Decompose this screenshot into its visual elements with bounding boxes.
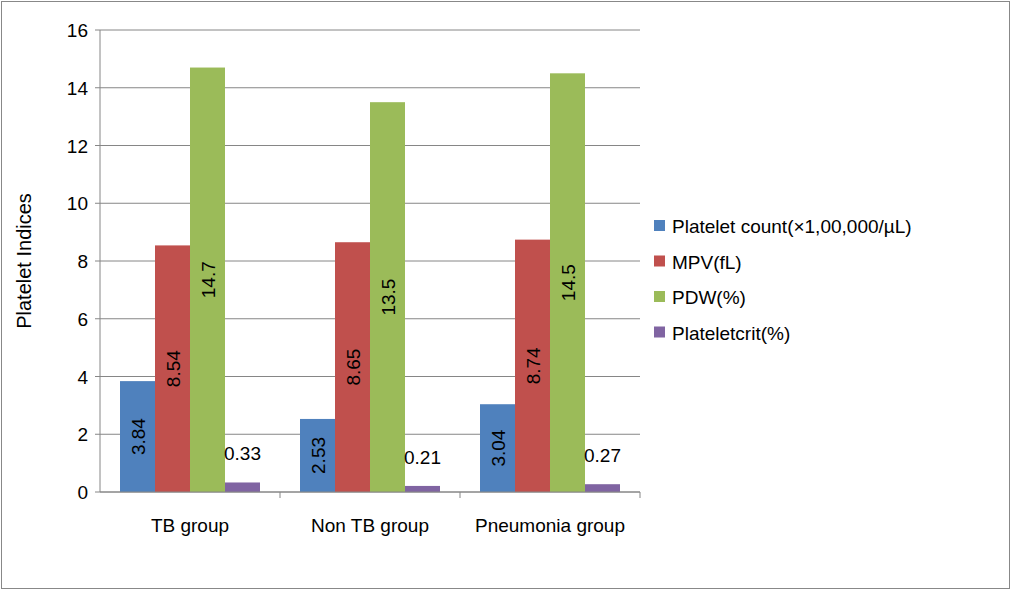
data-label: 8.65 — [343, 349, 364, 386]
bar — [225, 482, 260, 492]
tick — [95, 30, 100, 31]
category-label: Pneumonia group — [475, 515, 625, 536]
tick — [95, 492, 100, 493]
tick-label: 12 — [67, 136, 88, 157]
bar — [405, 486, 440, 492]
tick — [95, 145, 100, 146]
tick-label: 8 — [77, 251, 88, 272]
legend-label: Plateletcrit(%) — [672, 323, 790, 344]
category-tick — [280, 492, 281, 498]
legend-swatch — [654, 220, 665, 231]
legend-label: MPV(fL) — [672, 252, 742, 273]
data-label: 0.33 — [224, 443, 261, 464]
tick-label: 16 — [67, 20, 88, 41]
bar — [550, 73, 585, 492]
bar — [585, 484, 620, 492]
data-label: 14.7 — [198, 261, 219, 298]
tick-label: 10 — [67, 193, 88, 214]
bar — [335, 242, 370, 492]
bar — [120, 381, 155, 492]
category-label: Non TB group — [311, 515, 429, 536]
legend-swatch — [654, 291, 665, 302]
tick-label: 2 — [77, 424, 88, 445]
category-tick — [640, 492, 641, 498]
bar — [515, 240, 550, 492]
bar — [370, 102, 405, 492]
data-label: 0.27 — [584, 445, 621, 466]
bar — [155, 245, 190, 492]
data-label: 13.5 — [378, 279, 399, 316]
tick — [95, 376, 100, 377]
data-label: 8.74 — [523, 347, 544, 384]
category-tick — [460, 492, 461, 498]
data-label: 0.21 — [404, 447, 441, 468]
data-label: 2.53 — [308, 437, 329, 474]
bars — [120, 68, 620, 492]
legend-label: PDW(%) — [672, 287, 746, 308]
data-label: 8.54 — [163, 350, 184, 387]
bar — [480, 404, 515, 492]
legend-swatch — [654, 327, 665, 338]
tick — [95, 203, 100, 204]
x-axis — [100, 492, 640, 493]
tick-label: 14 — [67, 78, 89, 99]
data-label: 3.04 — [488, 429, 509, 466]
y-axis — [100, 30, 101, 492]
legend-label: Platelet count(×1,00,000/µL) — [672, 216, 912, 237]
grid-line — [100, 492, 640, 493]
tick-label: 6 — [77, 309, 88, 330]
data-label: 14.5 — [558, 264, 579, 301]
data-label: 3.84 — [128, 418, 149, 455]
category-label: TB group — [151, 515, 229, 536]
tick — [95, 261, 100, 262]
data-labels: 3.84 8.54 14.7 0.33 2.53 8.65 13.5 0.21 3.04 8.74… — [128, 261, 621, 474]
grid-line — [100, 30, 640, 31]
tick-label: 0 — [77, 482, 88, 503]
bar — [190, 68, 225, 492]
y-axis-label: Platelet Indices — [13, 193, 35, 329]
tick — [95, 434, 100, 435]
chart: 0 2 4 6 8 10 12 14 16 Platelet Indices 3.84 8.54 14.… — [0, 0, 1011, 590]
bar — [300, 419, 335, 492]
frame — [2, 2, 1010, 589]
tick — [95, 87, 100, 88]
tick-label: 4 — [77, 367, 88, 388]
tick — [95, 318, 100, 319]
legend-swatch — [654, 256, 665, 267]
